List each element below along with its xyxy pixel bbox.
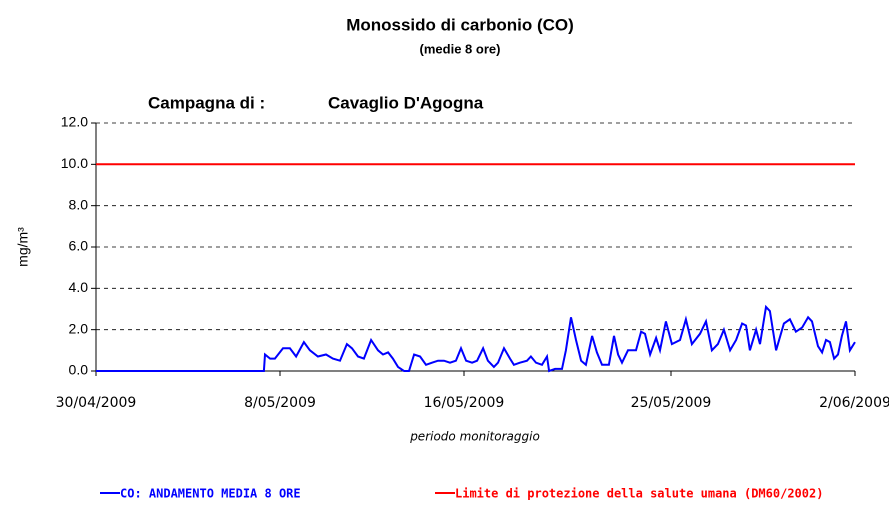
x-tick-label: 25/05/2009 [631,395,712,411]
y-tick-label: 2.0 [69,320,89,336]
chart-title: Monossido di carbonio (CO) [346,15,574,34]
y-tick-label: 8.0 [69,196,89,212]
y-tick-label: 4.0 [69,279,89,295]
chart-subtitle: (medie 8 ore) [420,41,501,56]
x-axis-label: periodo monitoraggio [409,430,540,444]
x-tick-label: 16/05/2009 [424,395,505,411]
x-tick-label: 2/06/2009 [819,395,889,411]
data-line [96,304,856,373]
y-tick-label: 12.0 [61,114,88,130]
annotation: Campagna di : [148,93,265,112]
y-tick-label: 6.0 [69,238,89,254]
y-tick-label: 0.0 [69,362,89,378]
y-axis-label: mg/m³ [15,227,31,267]
legend-label: Limite di protezione della salute umana … [455,487,823,501]
x-tick-label: 8/05/2009 [244,395,316,411]
x-tick-label: 30/04/2009 [56,395,137,411]
legend-label: CO: ANDAMENTO MEDIA 8 ORE [120,487,301,501]
y-tick-label: 10.0 [61,155,88,171]
annotation: Cavaglio D'Agogna [328,93,484,112]
